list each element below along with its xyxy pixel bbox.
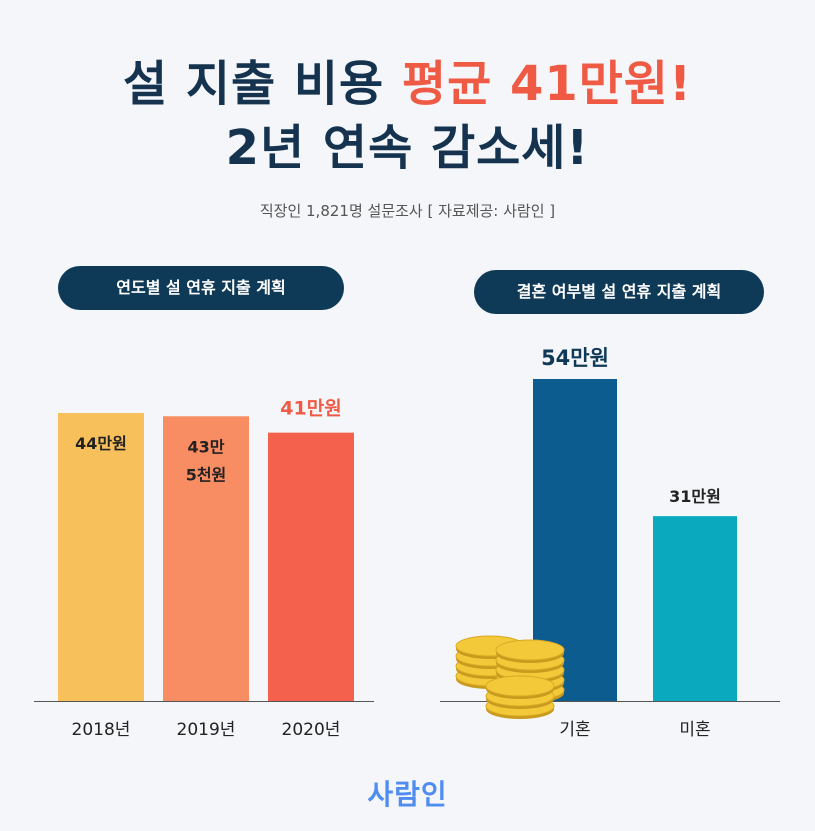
coin-stack-illustration: [455, 635, 565, 719]
category-tick-label: 2018년: [72, 720, 131, 740]
data-label: 43만: [188, 437, 225, 456]
headline-line-1: 설 지출 비용 평균 41만원!: [0, 44, 815, 114]
saramin-logo: 사람인: [367, 778, 448, 811]
data-label: 41만원: [280, 398, 341, 420]
headline-line-2: 2년 연속 감소세!: [225, 120, 590, 176]
chart-title-by-year: 연도별 설 연휴 지출 계획: [58, 266, 344, 310]
coin-icon: [495, 639, 565, 661]
survey-source: 직장인 1,821명 설문조사 [ 자료제공: 사람인 ]: [259, 202, 556, 220]
category-tick-label: 미혼: [679, 720, 710, 740]
bar: [268, 432, 354, 701]
headline-part: 설 지출 비용: [123, 56, 402, 112]
data-label: 5천원: [186, 465, 227, 484]
bar: [163, 416, 249, 701]
coin-icon: [485, 675, 555, 697]
bar: [58, 413, 144, 701]
data-label: 54만원: [541, 346, 609, 370]
category-tick-label: 2020년: [282, 720, 341, 740]
data-label: 31만원: [669, 487, 721, 506]
category-tick-label: 2019년: [177, 720, 236, 740]
chart-by-year: 44만원 2018년 43만 5천원 2019년 41만원 2020년: [34, 398, 374, 740]
category-tick-label: 기혼: [559, 720, 590, 740]
chart-title-by-marital-status: 결혼 여부별 설 연휴 지출 계획: [474, 270, 764, 314]
data-label: 44만원: [75, 434, 127, 453]
bar: [653, 516, 737, 701]
headline-accent: 평균 41만원!: [401, 56, 692, 112]
